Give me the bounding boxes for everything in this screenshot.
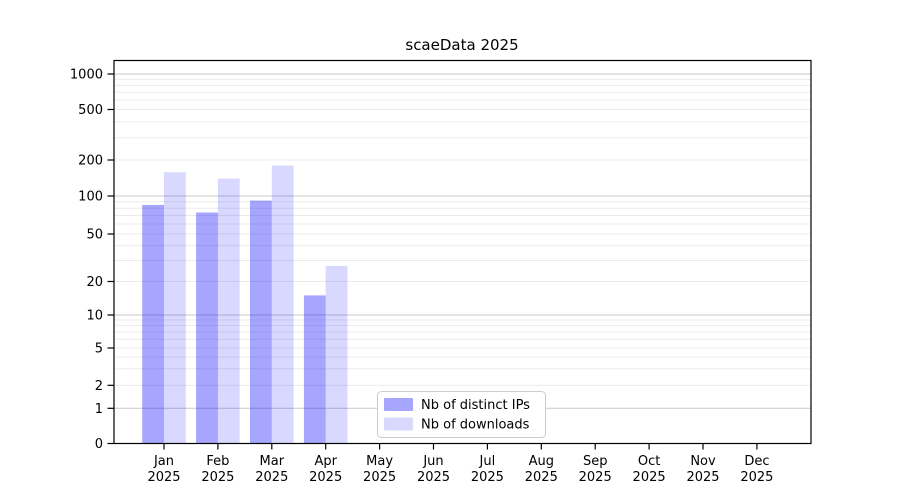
x-tick-sublabel-dec: 2025 xyxy=(740,470,773,485)
bar-distinct-ips-feb xyxy=(196,212,218,444)
x-tick-sublabel-oct: 2025 xyxy=(633,470,666,485)
x-tick-sublabel-nov: 2025 xyxy=(686,470,719,485)
y-tick-label-50: 50 xyxy=(86,227,103,242)
x-tick-sublabel-sep: 2025 xyxy=(579,470,612,485)
bar-distinct-ips-jan xyxy=(142,204,164,444)
x-tick-sublabel-jul: 2025 xyxy=(471,470,504,485)
x-tick-sublabel-jan: 2025 xyxy=(147,470,180,485)
x-tick-label-sep: Sep xyxy=(583,454,608,469)
x-tick-label-nov: Nov xyxy=(690,454,716,469)
tick-labels-layer: 01251020501002005001000Jan2025Feb2025Mar… xyxy=(70,68,774,485)
x-tick-label-jul: Jul xyxy=(479,454,496,469)
legend-label-distinct-ips: Nb of distinct IPs xyxy=(421,398,530,413)
x-tick-label-may: May xyxy=(366,454,393,469)
legend-swatch-distinct-ips xyxy=(384,398,413,411)
x-tick-label-aug: Aug xyxy=(529,454,554,469)
legend-frame xyxy=(377,391,546,438)
chart-title: scaeData 2025 xyxy=(405,36,518,54)
x-tick-label-apr: Apr xyxy=(314,454,337,469)
y-tick-label-2: 2 xyxy=(95,379,103,394)
x-tick-label-jun: Jun xyxy=(422,454,443,469)
axes-layer xyxy=(107,59,812,450)
bars-layer xyxy=(142,165,348,444)
x-tick-sublabel-mar: 2025 xyxy=(255,470,288,485)
bar-distinct-ips-mar xyxy=(250,200,272,444)
bar-downloads-jan xyxy=(164,172,186,444)
y-tick-label-100: 100 xyxy=(78,190,103,205)
x-tick-sublabel-aug: 2025 xyxy=(525,470,558,485)
legend: Nb of distinct IPs Nb of downloads xyxy=(377,391,546,438)
x-tick-label-mar: Mar xyxy=(260,454,285,469)
x-tick-sublabel-apr: 2025 xyxy=(309,470,342,485)
y-tick-label-20: 20 xyxy=(86,275,103,290)
y-tick-label-10: 10 xyxy=(86,309,103,324)
legend-label-downloads: Nb of downloads xyxy=(421,418,530,433)
x-tick-label-feb: Feb xyxy=(206,454,229,469)
bar-downloads-apr xyxy=(325,265,348,444)
x-tick-label-dec: Dec xyxy=(744,454,769,469)
x-tick-label-oct: Oct xyxy=(638,454,660,469)
bar-distinct-ips-apr xyxy=(303,295,326,444)
bar-downloads-feb xyxy=(217,178,240,444)
x-tick-sublabel-jun: 2025 xyxy=(417,470,450,485)
y-tick-label-200: 200 xyxy=(78,154,103,169)
y-tick-label-1: 1 xyxy=(95,402,103,417)
legend-swatch-downloads xyxy=(384,417,413,431)
y-tick-label-0: 0 xyxy=(95,437,103,452)
x-tick-label-jan: Jan xyxy=(153,454,174,469)
y-tick-label-5: 5 xyxy=(95,341,103,356)
bar-downloads-mar xyxy=(271,165,294,444)
x-tick-sublabel-may: 2025 xyxy=(363,470,396,485)
plot-border xyxy=(113,59,812,445)
y-tick-label-500: 500 xyxy=(78,103,103,118)
x-tick-sublabel-feb: 2025 xyxy=(201,470,234,485)
y-tick-label-1000: 1000 xyxy=(70,68,103,83)
